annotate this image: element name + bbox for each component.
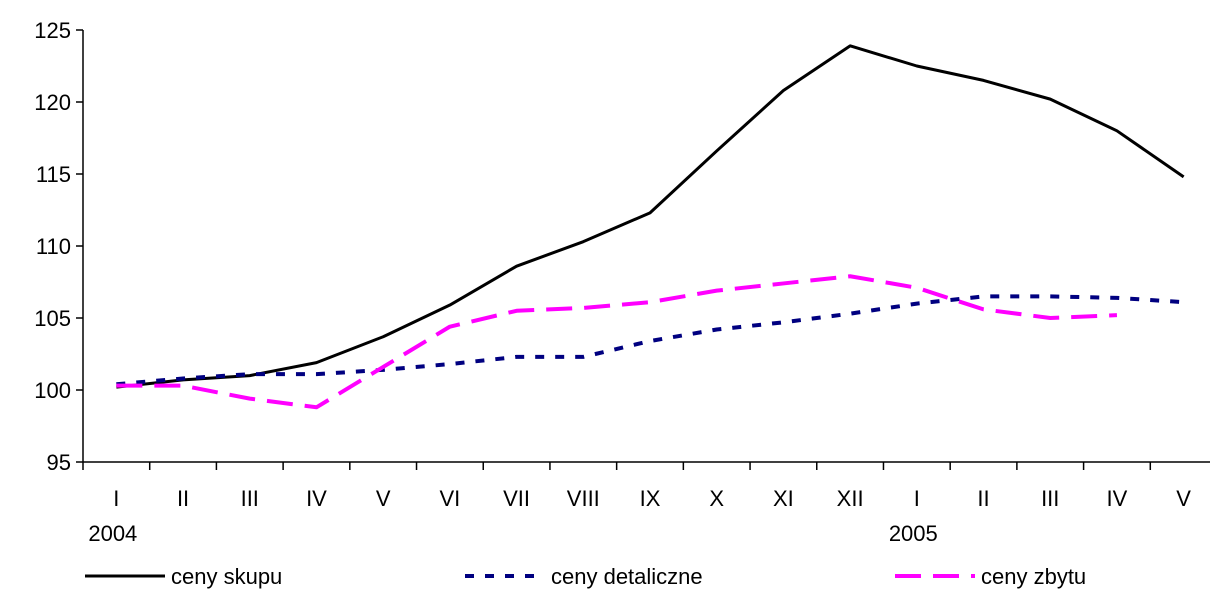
x-tick-label: IV (306, 486, 327, 511)
legend-label: ceny detaliczne (551, 564, 703, 589)
data-point (1115, 314, 1118, 317)
data-point (515, 355, 518, 358)
data-point (382, 335, 385, 338)
series-line (116, 44, 1185, 389)
x-tick-label: III (241, 486, 259, 511)
data-point (315, 373, 318, 376)
data-point (649, 340, 652, 343)
data-point (715, 289, 718, 292)
y-axis: 95 100 105 110 115 120 125 (34, 18, 84, 475)
data-point (782, 89, 785, 92)
data-point (382, 365, 385, 368)
data-point (782, 282, 785, 285)
data-point (582, 240, 585, 243)
x-tick-label: VII (503, 486, 530, 511)
x-tick-label: V (1176, 486, 1191, 511)
x-tick-label: II (977, 486, 989, 511)
x-tick-label: IX (640, 486, 661, 511)
data-point (515, 265, 518, 268)
data-point (182, 384, 185, 387)
data-point (849, 312, 852, 315)
data-point (1182, 301, 1185, 304)
y-tick-label: 110 (36, 234, 71, 259)
legend-label: ceny skupu (171, 564, 282, 589)
y-tick-label: 120 (34, 90, 71, 115)
series-line (116, 274, 1118, 410)
data-point (915, 65, 918, 68)
data-point (715, 149, 718, 152)
series-2 (115, 274, 1118, 410)
data-point (248, 397, 251, 400)
year-label: 2004 (88, 521, 137, 546)
data-point (982, 308, 985, 311)
data-point (115, 384, 118, 387)
data-point (182, 377, 185, 380)
data-point (582, 355, 585, 358)
y-tick-label: 105 (34, 306, 71, 331)
legend-item: ceny skupu (85, 564, 282, 589)
x-tick-label: II (177, 486, 189, 511)
legend: ceny skupu ceny detaliczne ceny zbytu (85, 564, 1086, 589)
data-point (1049, 317, 1052, 320)
data-point (915, 286, 918, 289)
x-tick-label: XII (837, 486, 864, 511)
data-point (1115, 129, 1118, 132)
data-point (448, 304, 451, 307)
data-point (915, 302, 918, 305)
data-point (1049, 98, 1052, 101)
data-point (248, 373, 251, 376)
x-tick-label: VIII (567, 486, 600, 511)
data-point (782, 321, 785, 324)
x-tick-label: I (914, 486, 920, 511)
x-tick-label: IV (1107, 486, 1128, 511)
y-tick-label: 115 (36, 162, 71, 187)
data-point (849, 275, 852, 278)
legend-item: ceny zbytu (895, 564, 1086, 589)
x-tick-label: VI (439, 486, 460, 511)
x-tick-label: X (709, 486, 724, 511)
data-point (1182, 175, 1185, 178)
x-tick-label: V (376, 486, 391, 511)
year-label: 2005 (889, 521, 938, 546)
data-point (448, 325, 451, 328)
data-point (448, 363, 451, 366)
x-tick-label: III (1041, 486, 1059, 511)
x-tick-label: I (113, 486, 119, 511)
legend-item: ceny detaliczne (465, 564, 703, 589)
data-point (515, 309, 518, 312)
data-point (982, 79, 985, 82)
data-point (315, 361, 318, 364)
data-point (982, 295, 985, 298)
data-point (649, 211, 652, 214)
data-point (1049, 295, 1052, 298)
x-tick-label: XI (773, 486, 794, 511)
data-point (849, 44, 852, 47)
y-tick-label: 95 (47, 450, 71, 475)
data-point (715, 328, 718, 331)
y-tick-label: 125 (34, 18, 71, 43)
data-point (315, 406, 318, 409)
data-point (582, 306, 585, 309)
series-0 (116, 44, 1185, 389)
data-point (1115, 296, 1118, 299)
legend-label: ceny zbytu (981, 564, 1086, 589)
series-layer (115, 44, 1185, 410)
y-tick-label: 100 (34, 378, 71, 403)
data-point (649, 301, 652, 304)
